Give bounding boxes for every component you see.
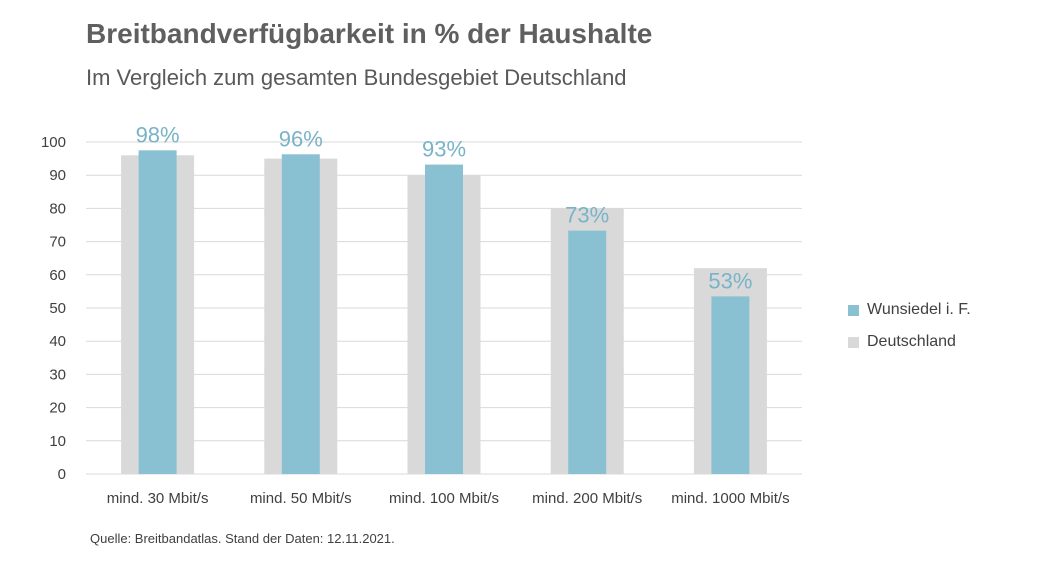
y-tick-label: 90	[49, 167, 66, 184]
bar-wunsiedel	[281, 154, 320, 474]
data-labels: 98% 96% 93% 73% 53%	[136, 122, 753, 293]
bar-wunsiedel	[568, 230, 607, 474]
data-label-wunsiedel: 98%	[136, 122, 180, 147]
legend: Wunsiedel i. F. Deutschland	[848, 294, 971, 358]
y-tick-label: 0	[58, 466, 66, 483]
bar-wunsiedel	[138, 150, 177, 475]
data-label-wunsiedel: 53%	[708, 268, 752, 293]
legend-label-wunsiedel: Wunsiedel i. F.	[867, 301, 971, 318]
y-tick-label: 70	[49, 234, 66, 251]
y-tick-label: 40	[49, 333, 66, 350]
x-tick-label: mind. 30 Mbit/s	[107, 490, 209, 507]
x-tick-label: mind. 1000 Mbit/s	[671, 490, 789, 507]
bars	[121, 150, 767, 475]
y-tick-label: 20	[49, 400, 66, 417]
legend-swatch-deutschland	[848, 336, 859, 348]
data-label-wunsiedel: 73%	[565, 203, 609, 228]
legend-swatch-wunsiedel	[848, 304, 859, 316]
y-tick-label: 60	[49, 267, 66, 284]
y-tick-label: 30	[49, 366, 66, 383]
chart-title: Breitbandverfügbarkeit in % der Haushalt…	[86, 18, 653, 49]
legend-item-deutschland: Deutschland	[848, 326, 971, 358]
x-axis: mind. 30 Mbit/s mind. 50 Mbit/s mind. 100 …	[107, 490, 790, 507]
x-tick-label: mind. 50 Mbit/s	[250, 490, 352, 507]
data-label-wunsiedel: 96%	[279, 126, 323, 151]
data-label-wunsiedel: 93%	[422, 137, 466, 162]
y-tick-label: 10	[49, 433, 66, 450]
source-note: Quelle: Breitbandatlas. Stand der Daten:…	[90, 531, 395, 546]
legend-label-deutschland: Deutschland	[867, 333, 956, 350]
y-tick-label: 80	[49, 200, 66, 217]
x-tick-label: mind. 100 Mbit/s	[389, 490, 499, 507]
y-tick-label: 100	[41, 134, 66, 151]
y-axis: 0 10 20 30 40 50 60 70 80 90 100	[41, 134, 66, 483]
bar-wunsiedel	[711, 296, 750, 474]
y-tick-label: 50	[49, 300, 66, 317]
legend-item-wunsiedel: Wunsiedel i. F.	[848, 294, 971, 326]
chart-subtitle: Im Vergleich zum gesamten Bundesgebiet D…	[86, 65, 627, 90]
x-tick-label: mind. 200 Mbit/s	[532, 490, 642, 507]
bar-wunsiedel	[425, 164, 463, 475]
